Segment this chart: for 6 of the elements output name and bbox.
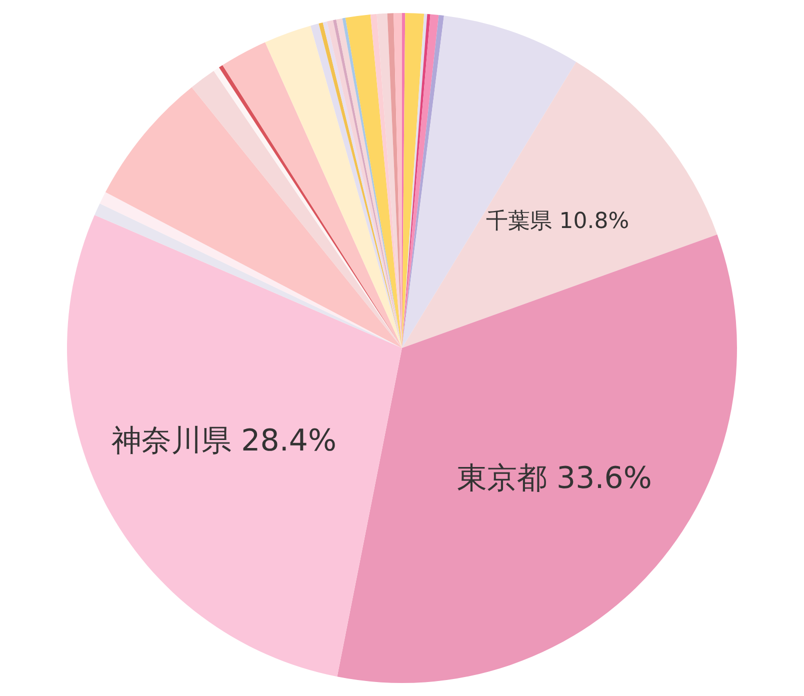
slice-label: 東京都 33.6%	[457, 461, 652, 496]
pie-slice	[67, 214, 402, 677]
slice-label: 神奈川県 28.4%	[112, 423, 336, 458]
pie-slice	[265, 26, 402, 348]
slice-label: 千葉県 10.8%	[486, 208, 630, 234]
pie-slice	[337, 234, 737, 683]
